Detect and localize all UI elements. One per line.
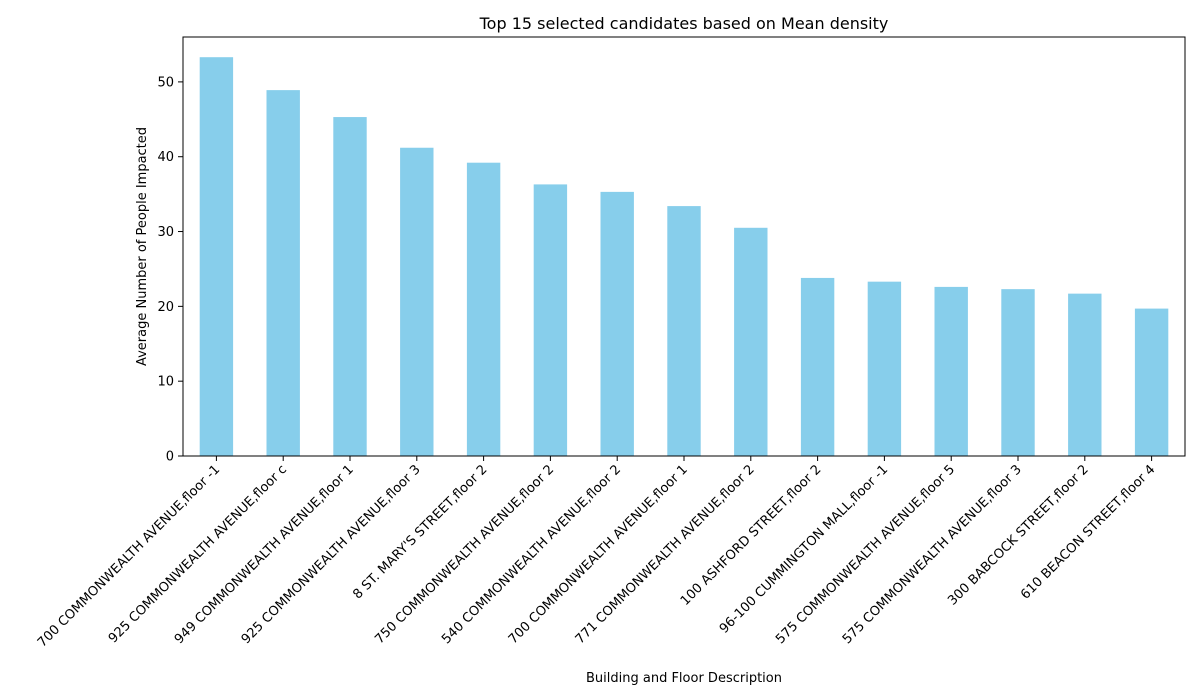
plot-frame [182, 36, 1186, 457]
x-tick-label: 300 BABCOCK STREET,floor 2 [945, 462, 1091, 608]
bar [266, 90, 300, 457]
y-tick-label: 10 [157, 375, 174, 390]
bar [734, 227, 768, 456]
x-tick-label: 8 ST. MARY'S STREET,floor 2 [350, 462, 490, 602]
y-tick-label: 50 [157, 75, 174, 90]
x-tick-label: 610 BEACON STREET,floor 4 [1018, 462, 1158, 602]
y-tick-label: 30 [157, 225, 174, 240]
y-tick-label: 40 [157, 150, 174, 165]
y-axis-label: Average Number of People Impacted [135, 127, 150, 366]
bar [466, 162, 501, 456]
chart-title: Top 15 selected candidates based on Mean… [479, 14, 889, 33]
bars-group [199, 57, 1169, 457]
bar [1068, 293, 1102, 456]
bar [333, 117, 367, 456]
x-tick-label: 100 ASHFORD STREET,floor 2 [678, 462, 825, 609]
bar [867, 281, 902, 456]
bar [400, 147, 434, 457]
bar [1001, 289, 1035, 456]
x-axis-label: Building and Floor Description [586, 671, 782, 686]
y-tick-label: 0 [166, 450, 174, 465]
y-axis: 0 10 20 30 40 50 [157, 75, 183, 465]
bar [199, 57, 234, 456]
bar [667, 206, 701, 456]
y-tick-label: 20 [157, 300, 174, 315]
bar [800, 277, 835, 456]
bar [600, 191, 634, 456]
bar [533, 184, 568, 456]
bar [934, 286, 968, 456]
bar [1134, 308, 1169, 456]
